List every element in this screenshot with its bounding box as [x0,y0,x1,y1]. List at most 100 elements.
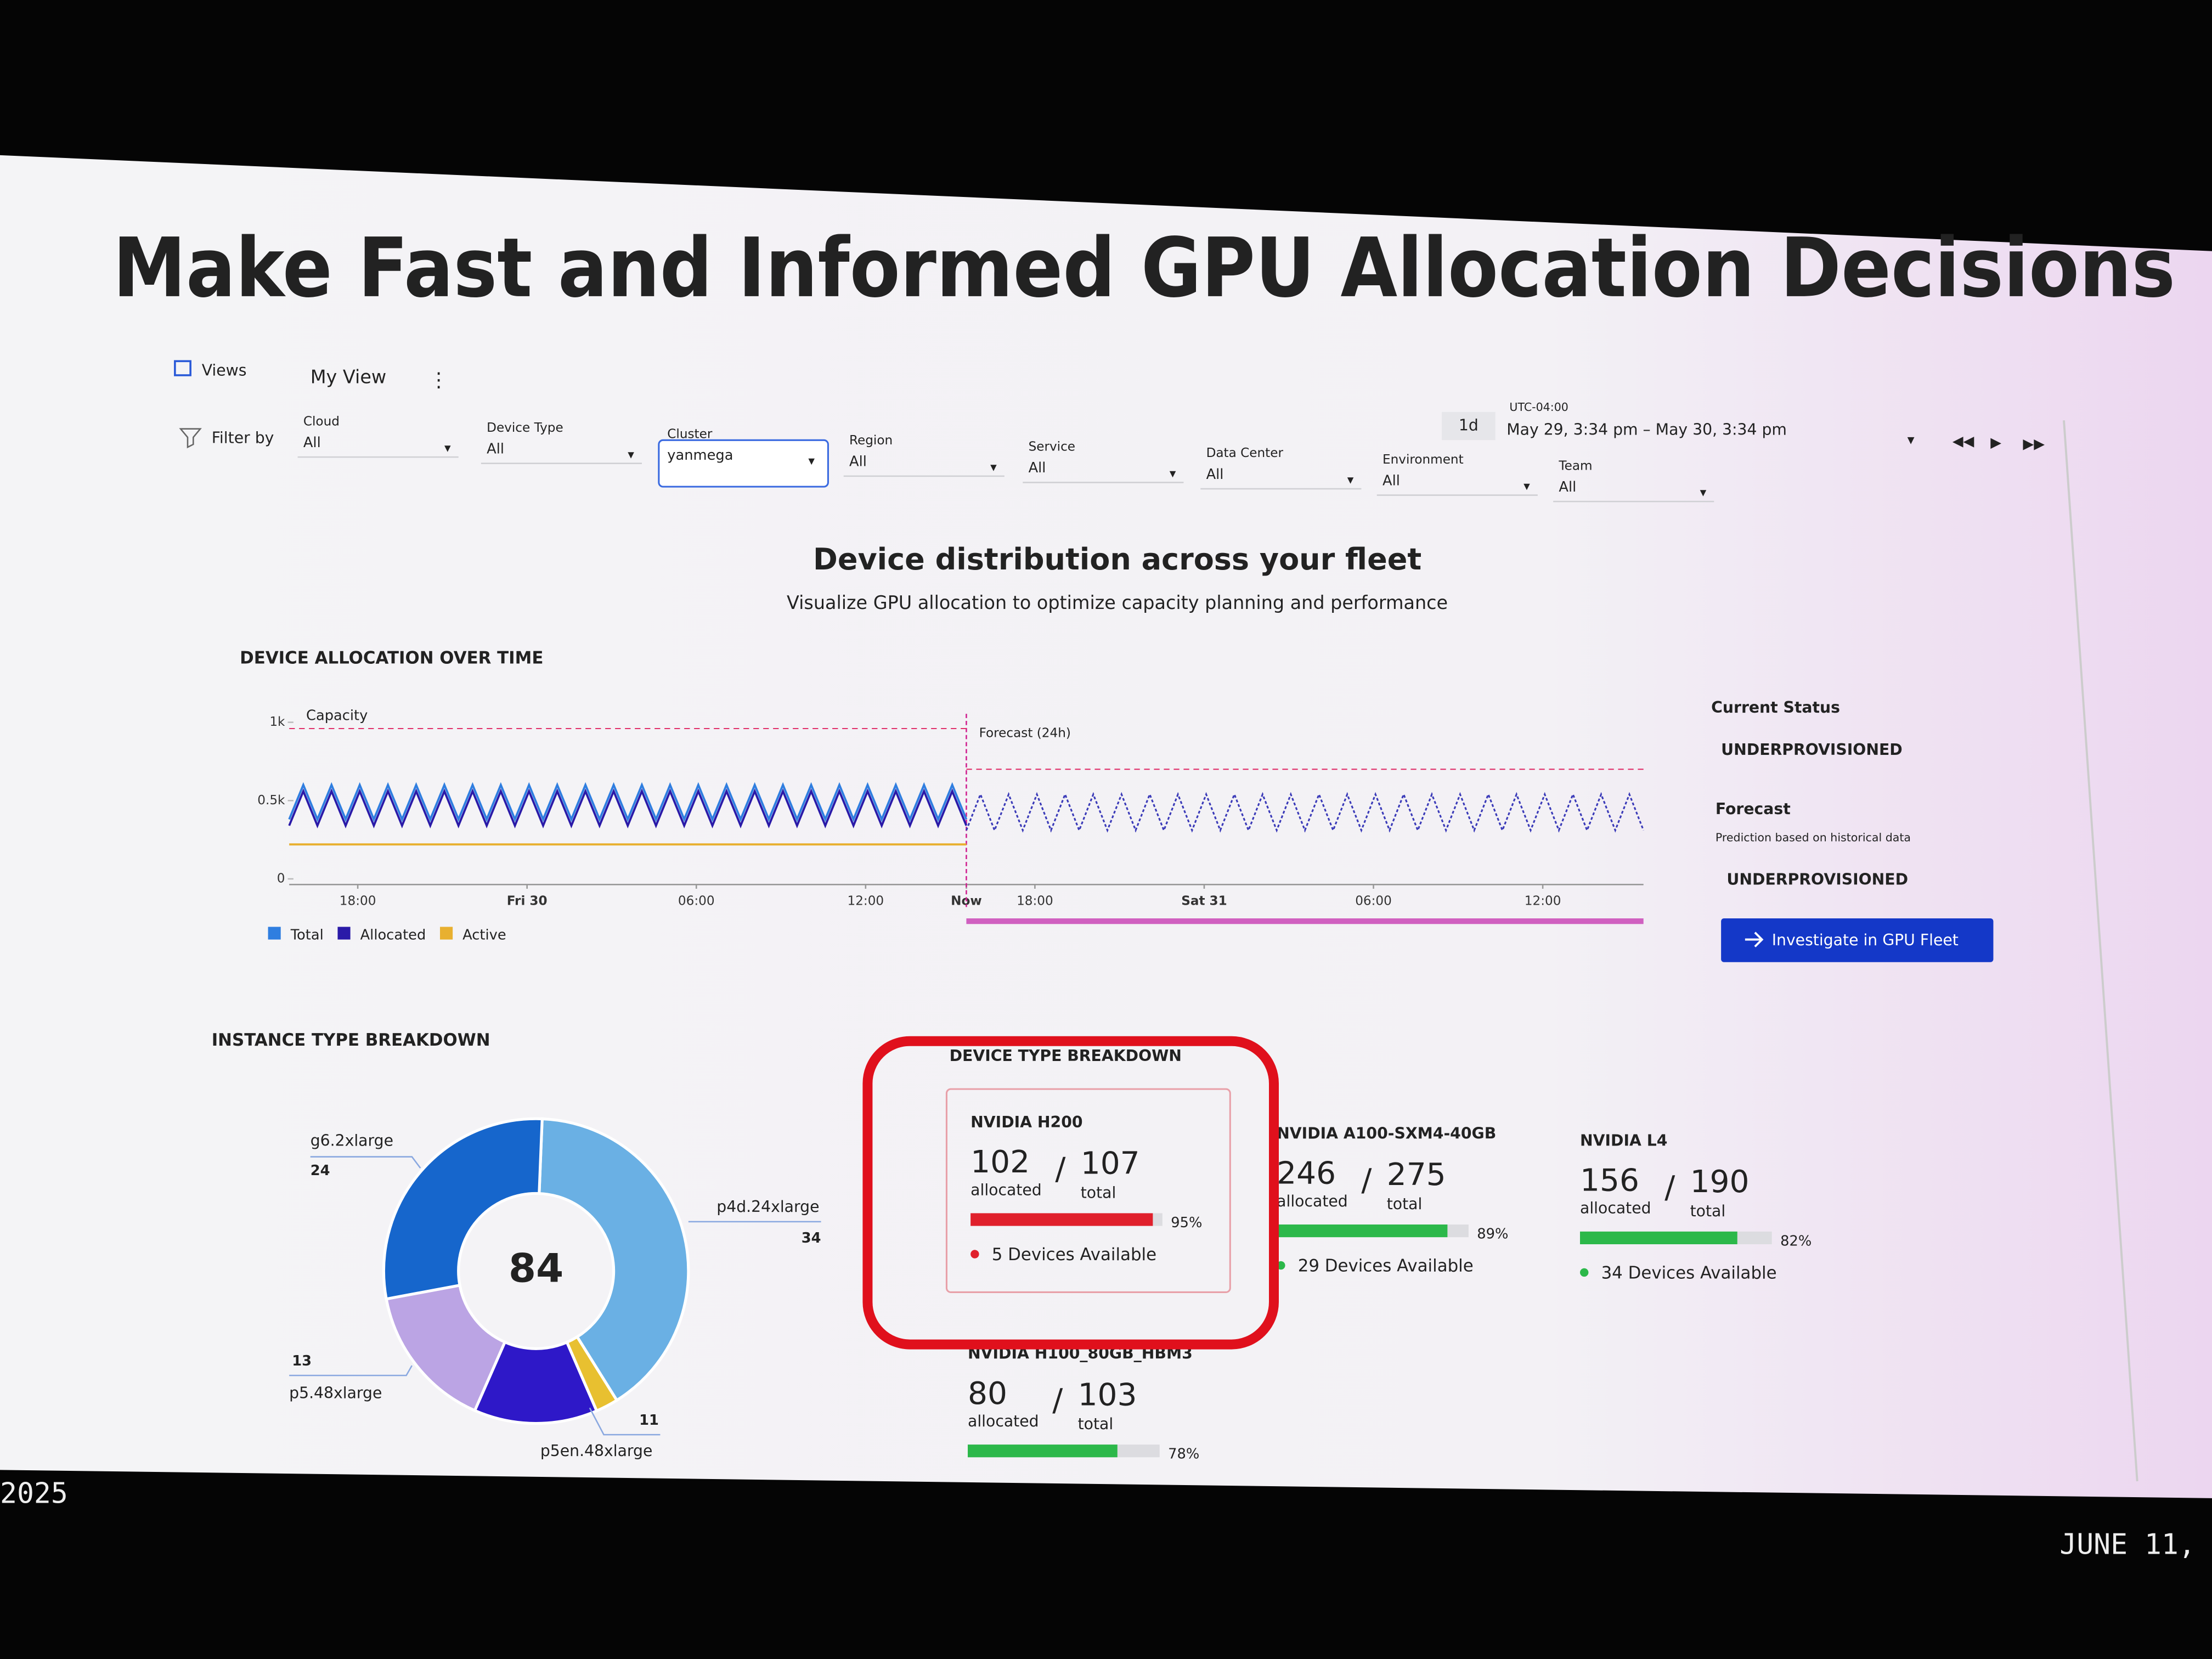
filter-box[interactable] [658,439,829,488]
filter-caret[interactable]: ▾ [1700,486,1707,500]
available-dot [1580,1268,1589,1277]
range-dropdown[interactable]: ▾ [1908,432,1915,448]
status-label: Current Status [1711,698,1840,716]
card-slash: / [1664,1169,1675,1205]
card-name: NVIDIA L4 [1580,1131,1667,1149]
series-line [965,792,1645,833]
filter-caret[interactable]: ▾ [1523,479,1530,494]
filter-value[interactable]: All [487,441,504,458]
time-range[interactable]: May 29, 3:34 pm – May 30, 3:34 pm [1506,420,1787,438]
legend-swatch [440,927,453,940]
card-total-label: total [1078,1415,1114,1433]
step-forward[interactable]: ▶▶ [2023,436,2045,453]
slice-label: g6.2xlarge [311,1131,393,1149]
available-text: 5 Devices Available [992,1245,1156,1265]
capacity-label: Capacity [306,707,368,724]
legend-swatch [337,927,351,940]
card-border [945,1088,1231,1293]
legend-label: Allocated [360,927,426,943]
forecast-band [966,918,1644,924]
instance-donut: 84 p4d.24xlarge 34 p5en.48xlarge 11 p5.48xlar… [289,1117,821,1460]
leader-line [289,1365,413,1376]
y-tick-label: 0.5k [257,793,285,808]
leader-line [589,1407,661,1436]
investigate-button[interactable] [1721,918,1994,962]
slide-title: Make Fast and Informed GPU Allocation De… [113,221,2175,316]
card-allocated: 246 [1277,1155,1336,1192]
play[interactable]: ▶ [1990,435,2001,451]
filter-value[interactable]: All [1206,466,1224,483]
forecast-label: Forecast (24h) [979,726,1071,741]
card-total-label: total [1081,1183,1116,1201]
filter-caret[interactable]: ▾ [444,441,451,455]
pie-title: INSTANCE TYPE BREAKDOWN [212,1030,490,1050]
legend-label: Active [462,927,506,943]
filter-caret[interactable]: ▾ [808,454,815,468]
legend-swatch [268,927,281,940]
filter-value[interactable]: All [303,435,321,451]
filter-value[interactable]: All [1559,479,1576,495]
card-allocated: 80 [968,1375,1007,1412]
time-span[interactable]: 1d [1459,416,1479,435]
slice-label: p5.48xlarge [289,1384,382,1402]
x-tick-label: 06:00 [678,894,715,909]
donut-total: 84 [509,1245,563,1291]
filter-caret[interactable]: ▾ [1170,467,1176,481]
time-zone: UTC-04:00 [1509,400,1568,414]
card-slash: / [1052,1383,1063,1419]
card-total-label: total [1690,1202,1726,1220]
series-line [288,788,968,829]
filter-caret[interactable]: ▾ [1347,473,1354,487]
slice-label: p4d.24xlarge [716,1198,819,1216]
span-box[interactable] [1442,411,1496,441]
available-dot [970,1250,979,1259]
slice-value: 11 [639,1412,659,1429]
card-total: 190 [1690,1164,1750,1200]
filter-icon [179,428,202,449]
slice-label: p5en.48xlarge [540,1442,653,1460]
button-label[interactable]: Investigate in GPU Fleet [1772,931,1959,949]
filter-value[interactable]: All [849,454,867,470]
forecast-value: UNDERPROVISIONED [1726,871,1908,889]
leader-line [310,1156,421,1169]
my-view-tab[interactable]: My View [311,366,387,388]
slice-value: 24 [311,1163,330,1179]
card-name: NVIDIA H200 [970,1113,1082,1131]
chart-title: DEVICE ALLOCATION OVER TIME [240,648,543,668]
filter-caret[interactable]: ▾ [990,460,997,475]
button-arrow [1745,932,1764,947]
slice-value: 13 [292,1353,312,1369]
card-allocated-label: allocated [1277,1192,1348,1210]
footer-date: JUNE 11, [2059,1528,2196,1561]
filter-value[interactable]: All [1029,460,1046,476]
card-slash: / [1361,1162,1372,1198]
card-allocated-label: allocated [968,1412,1039,1430]
footer-year: 2025 [0,1477,68,1510]
filter-value[interactable]: yanmega [667,447,733,464]
views-tab[interactable]: Views [202,361,247,379]
filter-label: Service [1029,440,1075,454]
slice-value: 34 [802,1230,821,1246]
card-allocated-label: allocated [970,1181,1042,1199]
usage-bar [968,1444,1118,1458]
step-back[interactable]: ◀◀ [1953,433,1974,449]
usage-percent: 95% [1171,1215,1202,1231]
section-heading: Device distribution across your fleet [813,542,1421,577]
available-text: 34 Devices Available [1601,1263,1777,1283]
filter-value[interactable]: All [1383,472,1400,489]
filter-label: Cluster [667,427,713,442]
donut-slice [385,1283,507,1413]
donut-slice [473,1340,599,1425]
filter-label: Environment [1383,453,1464,467]
x-tick-label: 12:00 [1525,894,1561,909]
filter-label: Region [849,433,893,448]
section-subheading: Visualize GPU allocation to optimize cap… [787,592,1448,613]
series-line [288,782,968,822]
card-allocated: 102 [970,1144,1030,1180]
more-menu[interactable]: ⋮ [429,369,449,391]
filter-caret[interactable]: ▾ [628,448,634,462]
usage-percent: 78% [1168,1446,1199,1463]
highlight-ring [862,1036,1279,1350]
